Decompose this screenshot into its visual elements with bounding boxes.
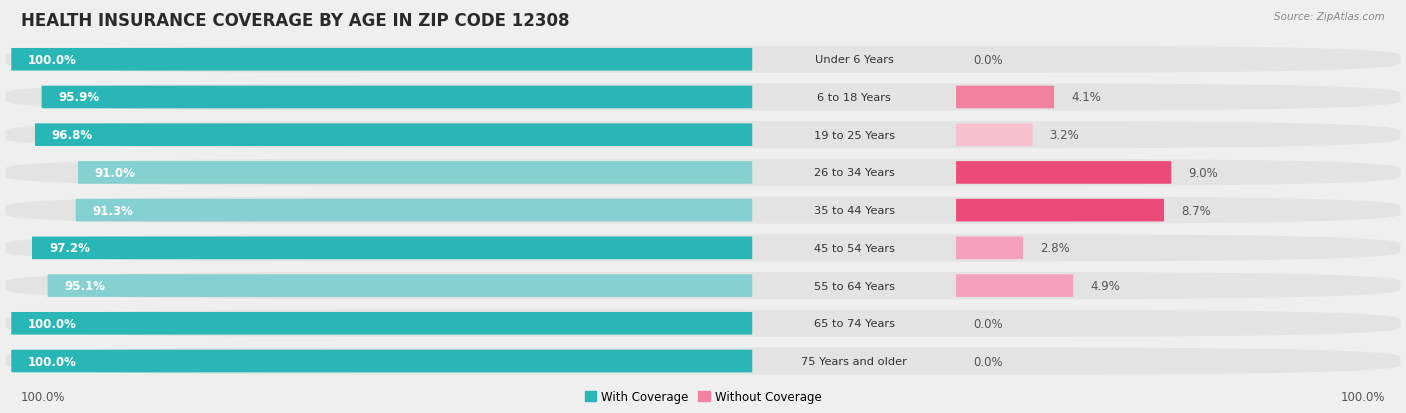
Text: 95.1%: 95.1% (65, 280, 105, 292)
FancyBboxPatch shape (6, 310, 1400, 337)
Text: 8.7%: 8.7% (1181, 204, 1211, 217)
FancyBboxPatch shape (6, 159, 1400, 187)
FancyBboxPatch shape (6, 47, 1400, 74)
FancyBboxPatch shape (956, 124, 1032, 147)
FancyBboxPatch shape (42, 86, 752, 109)
Text: 4.1%: 4.1% (1071, 91, 1101, 104)
FancyBboxPatch shape (956, 237, 1024, 259)
FancyBboxPatch shape (77, 162, 752, 184)
FancyBboxPatch shape (11, 350, 752, 373)
Text: 0.0%: 0.0% (973, 54, 1002, 66)
FancyBboxPatch shape (956, 275, 1073, 297)
Text: 3.2%: 3.2% (1049, 129, 1080, 142)
Text: 97.2%: 97.2% (49, 242, 90, 255)
Text: 100.0%: 100.0% (21, 390, 66, 403)
Text: 65 to 74 Years: 65 to 74 Years (814, 318, 894, 328)
Text: 91.0%: 91.0% (94, 166, 136, 180)
FancyBboxPatch shape (11, 49, 752, 71)
FancyBboxPatch shape (48, 275, 752, 297)
Text: 9.0%: 9.0% (1188, 166, 1218, 180)
FancyBboxPatch shape (6, 348, 1400, 375)
FancyBboxPatch shape (956, 86, 1054, 109)
Text: 2.8%: 2.8% (1040, 242, 1070, 255)
FancyBboxPatch shape (6, 272, 1400, 299)
FancyBboxPatch shape (76, 199, 752, 222)
FancyBboxPatch shape (11, 312, 752, 335)
Text: 55 to 64 Years: 55 to 64 Years (814, 281, 894, 291)
FancyBboxPatch shape (6, 84, 1400, 111)
FancyBboxPatch shape (6, 197, 1400, 224)
Legend: With Coverage, Without Coverage: With Coverage, Without Coverage (585, 390, 821, 403)
FancyBboxPatch shape (35, 124, 752, 147)
Text: 100.0%: 100.0% (28, 54, 77, 66)
Text: HEALTH INSURANCE COVERAGE BY AGE IN ZIP CODE 12308: HEALTH INSURANCE COVERAGE BY AGE IN ZIP … (21, 12, 569, 30)
FancyBboxPatch shape (6, 235, 1400, 262)
FancyBboxPatch shape (956, 162, 1171, 184)
Text: 26 to 34 Years: 26 to 34 Years (814, 168, 894, 178)
Text: 6 to 18 Years: 6 to 18 Years (817, 93, 891, 103)
Text: 95.9%: 95.9% (59, 91, 100, 104)
FancyBboxPatch shape (32, 237, 752, 259)
Text: 45 to 54 Years: 45 to 54 Years (814, 243, 894, 253)
Text: 19 to 25 Years: 19 to 25 Years (814, 131, 894, 140)
Text: 35 to 44 Years: 35 to 44 Years (814, 206, 894, 216)
FancyBboxPatch shape (6, 122, 1400, 149)
Text: Source: ZipAtlas.com: Source: ZipAtlas.com (1274, 12, 1385, 22)
FancyBboxPatch shape (956, 199, 1164, 222)
Text: 0.0%: 0.0% (973, 317, 1002, 330)
Text: Under 6 Years: Under 6 Years (814, 55, 894, 65)
Text: 4.9%: 4.9% (1090, 280, 1121, 292)
Text: 0.0%: 0.0% (973, 355, 1002, 368)
Text: 100.0%: 100.0% (28, 317, 77, 330)
Text: 100.0%: 100.0% (28, 355, 77, 368)
Text: 96.8%: 96.8% (52, 129, 93, 142)
Text: 100.0%: 100.0% (1340, 390, 1385, 403)
Text: 91.3%: 91.3% (93, 204, 134, 217)
Text: 75 Years and older: 75 Years and older (801, 356, 907, 366)
